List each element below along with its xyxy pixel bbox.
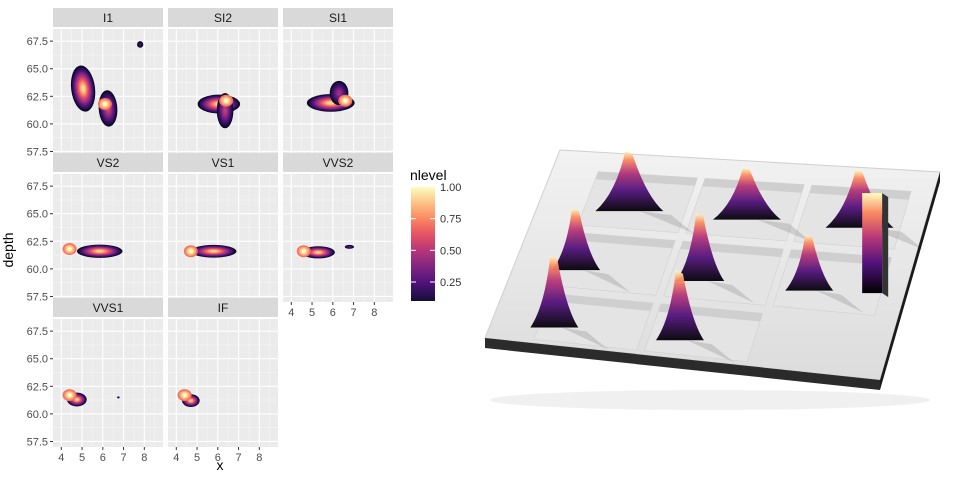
facet-label: VS2 [97, 156, 120, 170]
y-tick-label: 67.5 [27, 36, 48, 48]
x-tick-label: 8 [141, 452, 147, 464]
density-contours [197, 93, 241, 129]
facet-label: VVS1 [93, 301, 124, 315]
x-tick-label: 5 [194, 452, 200, 464]
facet-panel-si2: SI2 [165, 8, 278, 157]
facet-strip [168, 298, 278, 317]
density-peak-3d [712, 167, 781, 220]
x-axis-title: x [217, 457, 224, 473]
facet-panel-si1: SI1 [280, 8, 393, 157]
y-tick-label: 57.5 [27, 146, 48, 158]
legend-colorbar [411, 187, 435, 301]
x-tick-label: 7 [236, 452, 242, 464]
faceted-density-plot: I1 57.5 60.0 62.5 65.0 67.5 SI2 SI1 VS2 57.5 60.0 6… [0, 8, 461, 473]
facet-label: VS1 [212, 156, 235, 170]
y-tick-label: 65.0 [27, 64, 48, 76]
x-tick-label: 7 [351, 307, 357, 319]
facet-strip [53, 298, 163, 317]
density-contours [62, 389, 120, 407]
y-axis-title: depth [0, 232, 16, 267]
x-tick-label: 4 [173, 452, 179, 464]
x-tick-label: 5 [79, 452, 85, 464]
y-tick-label: 57.5 [27, 436, 48, 448]
density-contours [296, 244, 355, 259]
facet-strip [168, 153, 278, 172]
legend-tick-label: 0.50 [440, 245, 461, 257]
y-tick-label: 65.0 [27, 354, 48, 366]
facet-strip [53, 153, 163, 172]
y-tick-label: 57.5 [27, 291, 48, 303]
legend: nlevel 0.25 0.50 0.75 1.00 [410, 167, 461, 301]
y-tick-label: 62.5 [27, 236, 48, 248]
x-tick-label: 6 [100, 452, 106, 464]
density-peak-3d [676, 213, 725, 282]
facet-label: SI1 [329, 11, 347, 25]
density-contours [70, 41, 144, 127]
legend-tick-label: 1.00 [440, 182, 461, 194]
facet-panel-vs2: VS2 57.5 60.0 62.5 65.0 67.5 [27, 153, 163, 303]
x-tick-label: 7 [121, 452, 127, 464]
legend-tick-label: 0.25 [440, 277, 461, 289]
facet-strip [53, 8, 163, 27]
density-contours [177, 389, 200, 407]
density-contours [183, 244, 237, 258]
facet-panel-if: IF 4 5 6 7 8 [165, 298, 278, 464]
legend-title: nlevel [410, 167, 447, 183]
x-tick-label: 5 [309, 307, 315, 319]
density-contours [62, 243, 123, 258]
x-tick-label: 4 [288, 307, 294, 319]
facet-panel-vs1: VS1 [165, 153, 278, 302]
facet-strip [283, 8, 393, 27]
facet-label: I1 [103, 11, 113, 25]
facet-label: VVS2 [323, 156, 354, 170]
y-tick-label: 67.5 [27, 326, 48, 338]
facet-strip [283, 153, 393, 172]
facet-label: SI2 [214, 11, 232, 25]
facet-panel-vvs1: VVS1 57.5 60.0 62.5 65.0 67.5 4 5 6 7 8 [27, 298, 163, 464]
facet-panel-vvs2: VVS2 4 5 6 7 8 [280, 153, 393, 319]
facet-strip [168, 8, 278, 27]
x-tick-label: 8 [256, 452, 262, 464]
density-peak-3d [785, 234, 834, 291]
3d-render [484, 149, 941, 410]
density-peak-3d [655, 270, 704, 341]
y-tick-label: 60.0 [27, 119, 48, 131]
facet-panel-i1: I1 57.5 60.0 62.5 65.0 67.5 [27, 8, 163, 158]
x-tick-label: 6 [330, 307, 336, 319]
x-tick-label: 6 [215, 452, 221, 464]
density-peak-3d [552, 208, 601, 271]
density-contours [306, 80, 355, 112]
legend-tick-label: 0.75 [440, 214, 461, 226]
x-tick-label: 4 [58, 452, 64, 464]
y-tick-label: 62.5 [27, 381, 48, 393]
y-tick-label: 62.5 [27, 91, 48, 103]
density-peak-3d [530, 255, 579, 328]
density-peak-3d [595, 151, 664, 212]
facet-label: IF [218, 301, 229, 315]
y-tick-label: 65.0 [27, 209, 48, 221]
x-tick-label: 8 [371, 307, 377, 319]
y-tick-label: 60.0 [27, 409, 48, 421]
y-tick-label: 60.0 [27, 264, 48, 276]
legend-bar-3d [862, 193, 883, 294]
y-tick-label: 67.5 [27, 181, 48, 193]
